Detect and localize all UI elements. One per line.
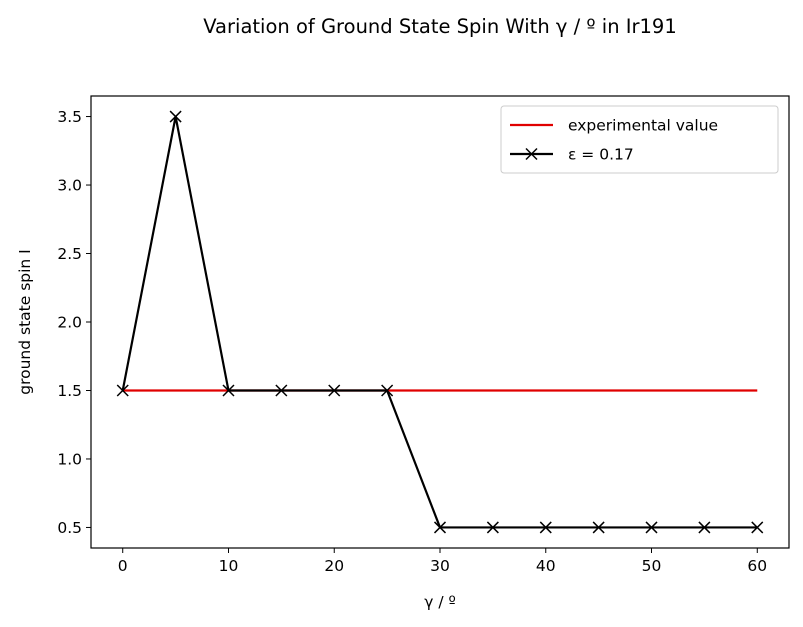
legend-label: ε = 0.17 bbox=[568, 146, 634, 164]
y-tick-label: 1.0 bbox=[57, 450, 82, 468]
x-tick-label: 60 bbox=[747, 557, 767, 575]
x-axis-label: γ / º bbox=[424, 593, 456, 611]
x-tick-label: 20 bbox=[324, 557, 344, 575]
x-tick-label: 10 bbox=[219, 557, 239, 575]
data-point-marker bbox=[486, 521, 499, 534]
data-point-marker bbox=[381, 384, 394, 397]
y-tick-label: 0.5 bbox=[57, 519, 82, 537]
y-tick-label: 3.0 bbox=[57, 177, 82, 195]
data-point-marker bbox=[751, 521, 764, 534]
y-axis: 0.5 1.0 1.5 2.0 2.5 3.0 3.5 bbox=[57, 108, 91, 537]
y-tick-label: 3.5 bbox=[57, 108, 82, 126]
data-point-marker bbox=[275, 384, 288, 397]
y-tick-label: 1.5 bbox=[57, 382, 82, 400]
y-tick-label: 2.0 bbox=[57, 314, 82, 332]
data-point-marker bbox=[592, 521, 605, 534]
legend: experimental value ε = 0.17 bbox=[500, 105, 779, 174]
x-axis: 0 10 20 30 40 50 60 bbox=[118, 548, 767, 575]
plot-area bbox=[116, 110, 764, 534]
y-axis-label: ground state spin I bbox=[16, 249, 34, 395]
data-point-marker bbox=[222, 384, 235, 397]
x-tick-label: 0 bbox=[118, 557, 128, 575]
data-point-marker bbox=[116, 384, 129, 397]
data-point-marker bbox=[169, 110, 182, 123]
legend-marker bbox=[525, 147, 538, 161]
chart-title: Variation of Ground State Spin With γ / … bbox=[203, 15, 677, 38]
data-point-marker bbox=[328, 384, 341, 397]
data-point-marker bbox=[698, 521, 711, 534]
data-point-marker bbox=[433, 521, 447, 534]
data-point-marker bbox=[645, 521, 658, 534]
data-point-marker bbox=[539, 521, 552, 534]
x-tick-label: 50 bbox=[642, 557, 662, 575]
x-tick-label: 30 bbox=[430, 557, 450, 575]
y-tick-label: 2.5 bbox=[57, 245, 82, 263]
x-tick-label: 40 bbox=[536, 557, 556, 575]
legend-box bbox=[500, 105, 779, 174]
legend-label: experimental value bbox=[568, 117, 718, 135]
